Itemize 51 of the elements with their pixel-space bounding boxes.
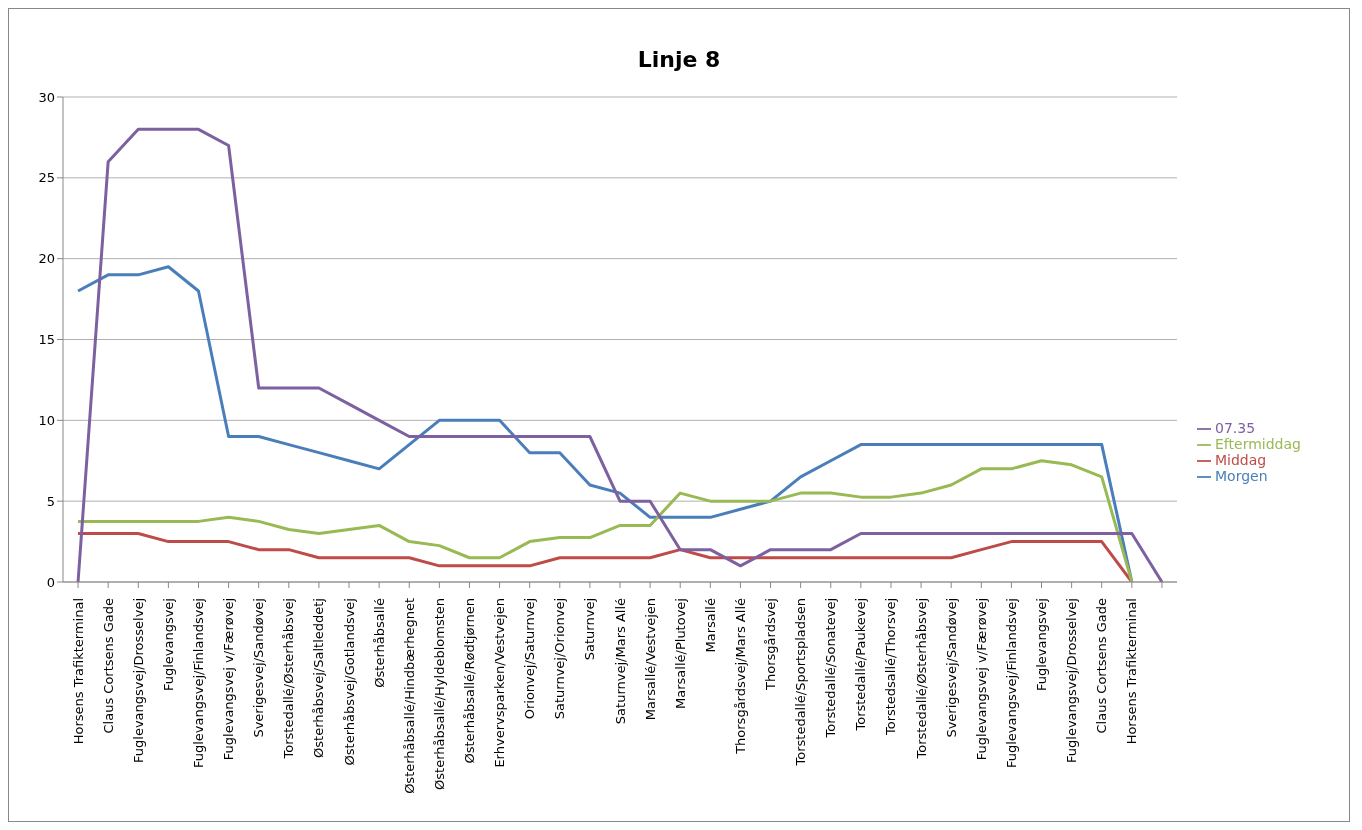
x-tick-label: Østerhåbsvej/Saltleddetj — [311, 598, 327, 758]
x-tick-label: Saturnvej/Orionvej — [552, 598, 568, 720]
x-tick-label: Østerhåbsallé/Hyldeblomsten — [431, 598, 447, 790]
y-tick-label: 25 — [38, 170, 55, 186]
x-tick-label: Fuglevangsvej/Drosselvej — [130, 598, 146, 763]
y-tick-label: 0 — [46, 574, 55, 590]
x-tick-label: Østerhåbsallé/Rødtjørnen — [461, 598, 477, 764]
x-tick-label: Thorsgårdsvej/Mars Allé — [732, 598, 748, 755]
x-tick-label: Horsens Trafikterminal — [1124, 598, 1140, 745]
x-tick-label: Fuglevangsvej — [160, 598, 176, 692]
x-tick-label: Sverigesvej/Sandøvej — [251, 598, 267, 738]
x-tick-label: Thorsgårdsvej — [763, 598, 779, 691]
x-tick-label: Østerhåbsallé — [371, 598, 387, 688]
x-tick-label: Marsallé/Vestvejen — [642, 598, 658, 721]
line-series — [76, 459, 1134, 582]
x-tick-label: Fuglevangsvej/Drosselvej — [1064, 598, 1080, 763]
x-tick-label: Torstedallé/Østerhåbsvej — [913, 598, 929, 760]
x-tick-label: Orionvej/Saturnvej — [522, 598, 538, 720]
x-tick-label: Fuglevangsvej v/Færøvej — [221, 598, 237, 761]
x-tick-label: Fuglevangsvej/Finlandsvej — [1003, 598, 1019, 769]
x-tick-label: Horsens Trafikterminal — [70, 598, 86, 745]
x-tick-label: Claus Cortsens Gade — [100, 598, 116, 734]
x-tick-label: Claus Cortsens Gade — [1094, 598, 1110, 734]
legend-label: 07.35 — [1215, 420, 1256, 436]
legend-label: Middag — [1215, 452, 1267, 468]
chart-title: Linje 8 — [636, 46, 722, 74]
y-tick-label: 5 — [46, 493, 55, 509]
x-tick-label: Torstedallé/Sonatevej — [823, 598, 839, 739]
x-tick-label: Torstedallé/Østerhåbsvej — [281, 598, 297, 760]
y-tick-label: 20 — [38, 251, 55, 267]
x-tick-label: Marsallé — [702, 598, 718, 653]
line-series — [76, 265, 1134, 582]
y-tick-label: 15 — [38, 332, 55, 348]
x-tick-label: Sverigesvej/Sandøvej — [943, 598, 959, 738]
x-tick-label: Marsallé/Plutovej — [672, 598, 688, 709]
x-tick-label: Torstedsallé/Thorsvej — [883, 598, 899, 737]
x-tick-label: Fuglevangsvej v/Færøvej — [973, 598, 989, 761]
x-tick-label: Fuglevangsvej/Finlandsvej — [190, 598, 206, 769]
x-tick-label: Erhvervsparken/Vestvejen — [492, 598, 508, 768]
x-tick-label: Fuglevangsvej — [1034, 598, 1050, 692]
legend-label: Morgen — [1215, 468, 1268, 484]
x-tick-label: Torstedallé/Paukevej — [853, 598, 869, 732]
line-series — [76, 127, 1164, 582]
x-tick-label: Østerhåbsallé/Hindbærhegnet — [401, 598, 417, 794]
x-tick-label: Østerhåbsvej/Gotlandsvej — [341, 598, 357, 766]
x-tick-label: Saturnvej/Mars Allé — [612, 598, 628, 725]
y-tick-label: 10 — [38, 412, 55, 428]
y-tick-label: 30 — [38, 89, 55, 105]
x-tick-label: Torstedallé/Sportspladsen — [793, 598, 809, 767]
legend-label: Eftermiddag — [1215, 436, 1301, 452]
x-tick-label: Saturnvej — [582, 598, 598, 661]
